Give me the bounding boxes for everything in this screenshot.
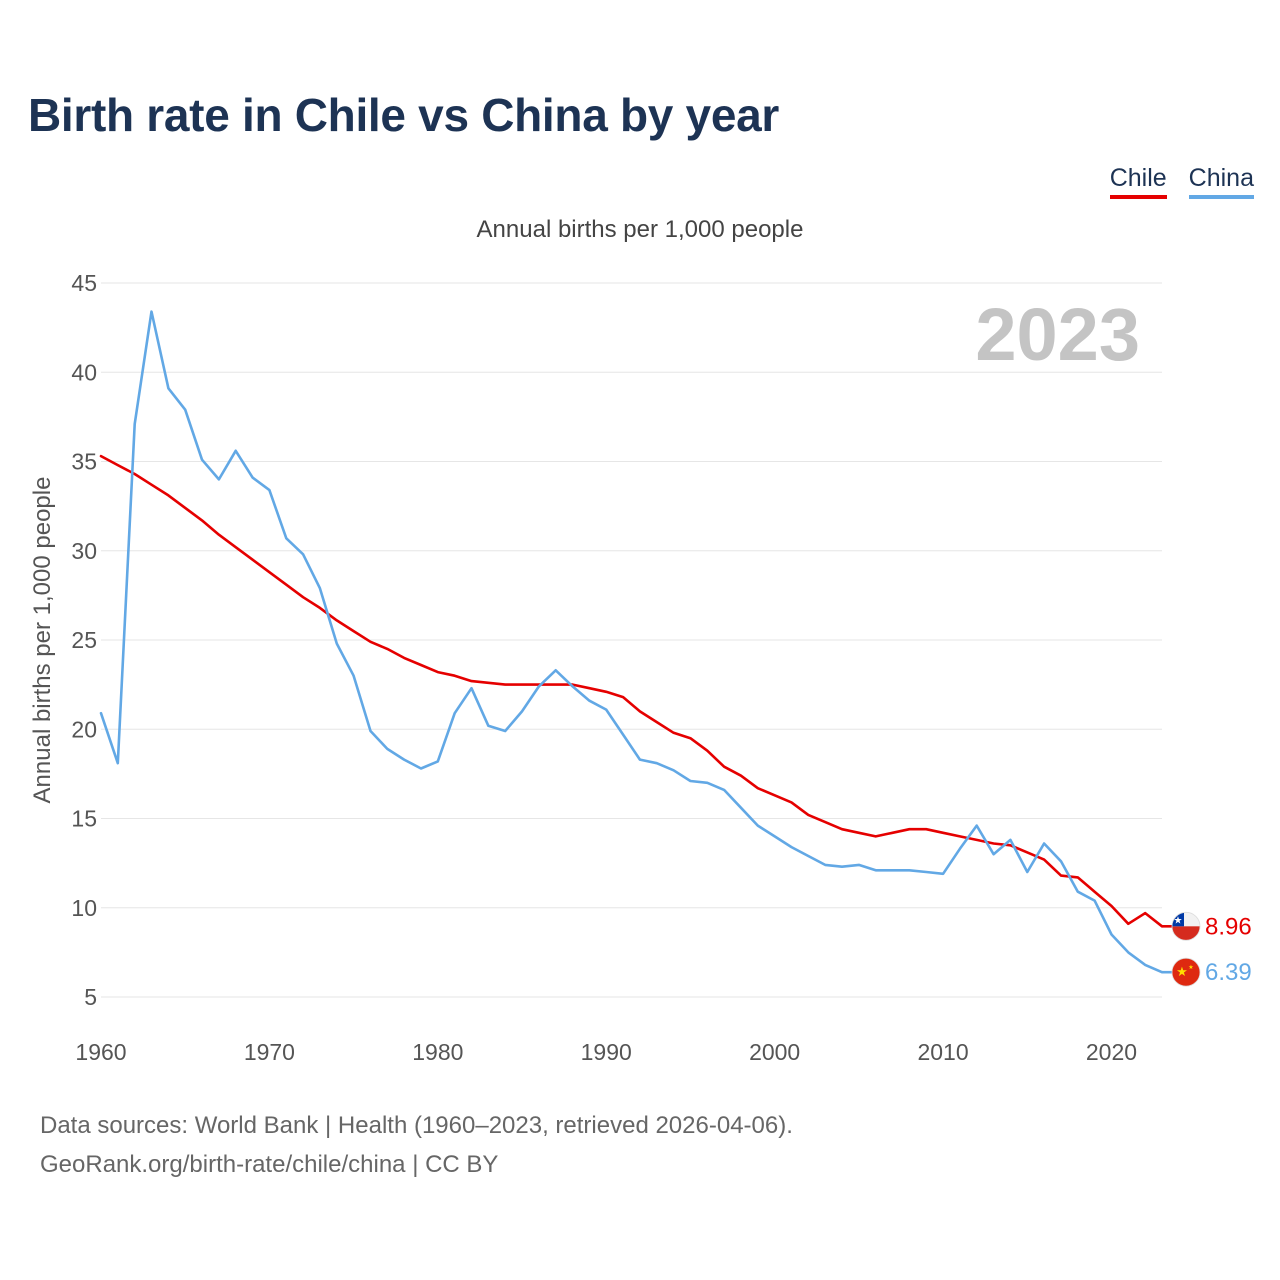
footer-link[interactable]: GeoRank.org/birth-rate/chile/china | CC … <box>40 1151 499 1178</box>
svg-text:★: ★ <box>1174 915 1183 926</box>
x-tick-label: 1980 <box>412 1039 463 1065</box>
y-tick-label: 35 <box>71 449 97 475</box>
legend-item-china[interactable]: China <box>1188 164 1254 199</box>
end-value-label-china: 6.39 <box>1205 959 1252 986</box>
x-tick-label: 1970 <box>244 1039 295 1065</box>
footer-sources: Data sources: World Bank | Health (1960–… <box>40 1112 793 1139</box>
x-tick-label: 1960 <box>75 1039 126 1065</box>
y-tick-label: 45 <box>71 270 97 296</box>
year-label: 2023 <box>975 293 1140 376</box>
y-tick-label: 30 <box>71 538 97 564</box>
svg-text:★: ★ <box>1188 964 1193 971</box>
chile-flag-icon: ★ <box>1171 911 1201 941</box>
y-tick-label: 40 <box>71 359 97 385</box>
legend-item-chile[interactable]: Chile <box>1109 164 1167 199</box>
x-tick-label: 2010 <box>917 1039 968 1065</box>
x-tick-label: 2020 <box>1086 1039 1137 1065</box>
y-axis-label: Annual births per 1,000 people <box>29 477 56 804</box>
end-value-label-chile: 8.96 <box>1205 913 1252 940</box>
page-title: Birth rate in Chile vs China by year <box>28 89 779 141</box>
x-tick-label: 2000 <box>749 1039 800 1065</box>
y-tick-label: 15 <box>71 806 97 832</box>
series-line-china <box>99 310 1164 974</box>
y-tick-label: 5 <box>84 984 97 1010</box>
legend: Chile China <box>1109 164 1254 199</box>
y-tick-label: 25 <box>71 627 97 653</box>
svg-text:★: ★ <box>1176 965 1188 980</box>
footer: Data sources: World Bank | Health (1960–… <box>40 1106 793 1184</box>
x-tick-label: 1990 <box>581 1039 632 1065</box>
series-line-chile <box>99 454 1164 928</box>
y-tick-label: 20 <box>71 716 97 742</box>
chart-subtitle: Annual births per 1,000 people <box>476 216 804 243</box>
china-flag-icon: ★ ★ <box>1171 957 1201 987</box>
y-tick-label: 10 <box>71 895 97 921</box>
